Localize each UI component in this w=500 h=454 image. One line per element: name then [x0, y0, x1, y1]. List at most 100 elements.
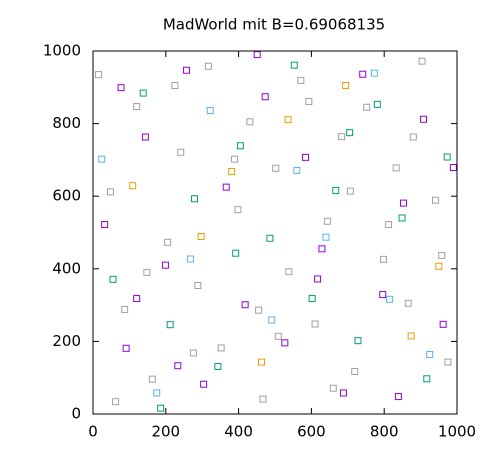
- point: [112, 398, 120, 406]
- point: [101, 221, 109, 229]
- point: [322, 233, 330, 241]
- point: [399, 199, 407, 207]
- point: [432, 196, 440, 204]
- point: [246, 118, 254, 126]
- x-tick-label: 0: [88, 423, 98, 441]
- point: [308, 295, 316, 303]
- point: [346, 129, 354, 137]
- point: [117, 84, 125, 92]
- point: [187, 255, 195, 263]
- y-tick-label: 0: [71, 405, 81, 423]
- point: [161, 261, 169, 269]
- point: [241, 301, 249, 309]
- point: [305, 97, 313, 105]
- point: [217, 344, 225, 352]
- point: [272, 164, 280, 172]
- point: [311, 320, 319, 328]
- point: [285, 268, 293, 276]
- point: [281, 339, 289, 347]
- x-tick-label: 1000: [438, 423, 476, 441]
- point: [370, 69, 378, 77]
- x-tick-label: 200: [151, 423, 180, 441]
- point: [194, 281, 202, 289]
- point: [106, 188, 114, 196]
- point: [139, 89, 147, 97]
- point: [171, 81, 179, 89]
- point: [191, 195, 199, 203]
- point: [323, 217, 331, 225]
- point: [338, 133, 346, 141]
- point: [385, 221, 393, 229]
- point: [166, 321, 174, 329]
- point: [373, 100, 381, 108]
- chart-title: MadWorld mit B=0.69068135: [163, 16, 385, 34]
- point: [438, 251, 446, 259]
- point: [143, 268, 151, 276]
- point: [394, 393, 402, 401]
- point: [290, 61, 298, 69]
- point: [259, 395, 267, 403]
- point: [148, 375, 156, 383]
- point: [274, 332, 282, 340]
- point: [379, 255, 387, 263]
- point: [418, 57, 426, 65]
- point: [261, 93, 269, 101]
- point: [214, 362, 222, 370]
- point: [354, 337, 362, 345]
- point: [174, 362, 182, 370]
- point: [314, 275, 322, 283]
- point: [141, 133, 149, 141]
- point: [232, 249, 240, 257]
- point: [342, 81, 350, 89]
- point: [94, 71, 102, 79]
- point: [444, 358, 452, 366]
- point: [423, 375, 431, 383]
- point: [346, 187, 354, 195]
- point: [268, 316, 276, 324]
- point: [386, 295, 394, 303]
- point: [129, 182, 137, 190]
- y-tick-label: 200: [52, 332, 81, 350]
- point: [253, 51, 261, 59]
- point: [236, 142, 244, 150]
- point: [255, 306, 263, 314]
- point: [153, 389, 161, 397]
- point: [449, 164, 457, 172]
- point: [222, 183, 230, 191]
- point: [420, 115, 428, 123]
- point: [197, 232, 205, 240]
- y-tick-label: 600: [52, 187, 81, 205]
- point: [293, 166, 301, 174]
- point: [121, 305, 129, 313]
- point: [409, 133, 417, 141]
- point: [183, 66, 191, 74]
- point: [164, 238, 172, 246]
- point: [177, 148, 185, 156]
- point: [206, 107, 214, 115]
- y-tick-label: 800: [52, 114, 81, 132]
- point: [302, 153, 310, 161]
- point: [329, 384, 337, 392]
- plot-frame: [92, 50, 458, 415]
- point: [204, 62, 212, 70]
- point: [407, 332, 415, 340]
- point: [228, 168, 236, 176]
- x-tick-label: 600: [297, 423, 326, 441]
- point: [443, 153, 451, 161]
- x-tick-label: 400: [224, 423, 253, 441]
- point: [359, 70, 367, 78]
- point: [234, 206, 242, 214]
- point: [258, 358, 266, 366]
- point: [266, 234, 274, 242]
- point: [109, 275, 117, 283]
- point: [122, 344, 130, 352]
- point: [318, 245, 326, 253]
- x-tick-label: 800: [370, 423, 399, 441]
- point: [284, 116, 292, 124]
- point: [435, 262, 443, 270]
- point: [133, 295, 141, 303]
- point: [426, 350, 434, 358]
- y-tick-label: 1000: [43, 42, 81, 60]
- point: [398, 214, 406, 222]
